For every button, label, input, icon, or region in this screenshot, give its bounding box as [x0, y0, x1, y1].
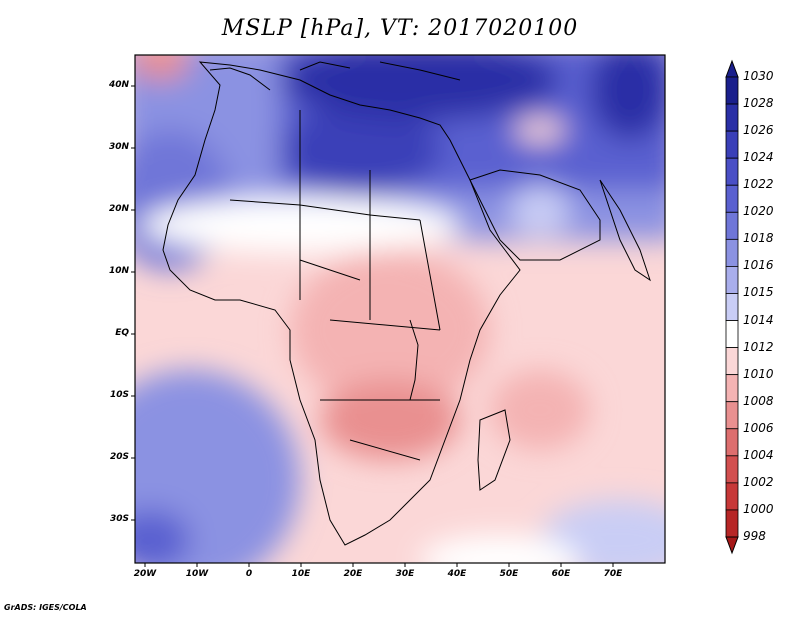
madagascar-outline	[477, 409, 511, 491]
northwest-low	[135, 55, 190, 80]
colorbar-label: 1006	[743, 420, 774, 435]
colorbar-label: 1018	[743, 231, 774, 246]
colorbar-top-arrow	[725, 59, 739, 78]
europe-coast	[209, 61, 461, 91]
map-title: MSLP [hPa], VT: 2017020100	[221, 16, 579, 41]
colorbar-swatch	[725, 211, 739, 240]
arabia-high	[510, 185, 570, 235]
country-borders	[229, 110, 441, 461]
colorbar-label: 1016	[743, 258, 774, 273]
lat-label-10s: 10S	[109, 390, 129, 400]
colorbar-label: 1020	[743, 204, 774, 219]
colorbar-label: 1012	[743, 339, 774, 354]
map-frame	[134, 54, 666, 564]
south-atlantic-core	[135, 510, 190, 563]
lat-label-20n: 20N	[108, 204, 129, 214]
colorbar-label: 1022	[743, 177, 774, 192]
colorbar-label: 1026	[743, 123, 774, 138]
colorbar-label: 1008	[743, 393, 774, 408]
colorbar-label: 1028	[743, 96, 774, 111]
colorbar-label: 1014	[743, 312, 774, 327]
lon-label-0: 0	[245, 569, 253, 579]
india-outline	[599, 179, 651, 282]
colorbar-swatch	[725, 374, 739, 403]
indian-ocean-low	[490, 370, 590, 450]
colorbar-swatch	[725, 320, 739, 348]
colorbar-swatch	[725, 157, 739, 186]
colorbar-label: 1010	[743, 366, 774, 381]
colorbar-swatch	[725, 401, 739, 430]
pressure-field	[135, 55, 665, 563]
southern-africa-low	[320, 380, 460, 460]
coastlines	[162, 61, 651, 546]
lon-label-20w: 20W	[133, 569, 157, 579]
lat-label-10n: 10N	[108, 266, 129, 276]
arabia-outline	[469, 169, 601, 261]
lon-label-60e: 60E	[551, 569, 571, 579]
colorbar-label: 998	[743, 529, 766, 543]
colorbar-swatch	[725, 130, 739, 159]
colorbar-swatch	[725, 293, 739, 321]
credit-text: GrADS: IGES/COLA	[4, 603, 87, 612]
colorbar-label: 1002	[743, 474, 774, 489]
lon-label-70e: 70E	[603, 569, 623, 579]
colorbar-label: 1030	[743, 69, 774, 83]
colorbar-swatch	[725, 455, 739, 484]
mediterranean-high	[280, 55, 560, 120]
persian-gulf-low	[515, 118, 565, 142]
south-atlantic-high	[135, 370, 300, 563]
colorbar-label: 1015	[743, 285, 774, 300]
sahara-high	[280, 105, 440, 195]
congo-low	[290, 250, 490, 410]
lat-label-30n: 30N	[108, 142, 129, 152]
colorbar-swatch	[725, 347, 739, 376]
colorbar-swatch	[725, 238, 739, 267]
southern-ocean-neutral	[420, 535, 580, 563]
lon-label-10w: 10W	[185, 569, 209, 579]
great-lakes	[409, 319, 419, 401]
colorbar-swatch	[725, 482, 739, 511]
colorbar-swatch	[725, 266, 739, 294]
axis-ticks	[131, 85, 614, 567]
colorbar-bottom-arrow	[725, 536, 739, 555]
colorbar-label: 1024	[743, 150, 774, 165]
africa-outline	[162, 61, 521, 546]
colorbar-label: 1000	[743, 501, 774, 516]
colorbar-swatch	[725, 184, 739, 213]
lon-label-30e: 30E	[395, 569, 415, 579]
lat-label-30s: 30S	[109, 514, 129, 524]
colorbar-swatch	[725, 428, 739, 457]
colorbar-label: 1004	[743, 447, 774, 462]
lon-label-20e: 20E	[343, 569, 363, 579]
colorbar-swatch	[725, 76, 739, 105]
lon-label-10e: 10E	[291, 569, 311, 579]
south-indian-high	[540, 500, 665, 563]
lon-label-50e: 50E	[499, 569, 519, 579]
asia-high	[590, 55, 665, 140]
colorbar-swatch	[725, 509, 739, 538]
lat-label-eq: EQ	[115, 328, 129, 338]
lat-label-20s: 20S	[109, 452, 129, 462]
colorbar-swatch	[725, 103, 739, 132]
lat-label-40n: 40N	[108, 80, 129, 90]
colorbar	[725, 59, 739, 555]
lon-label-40e: 40E	[447, 569, 467, 579]
